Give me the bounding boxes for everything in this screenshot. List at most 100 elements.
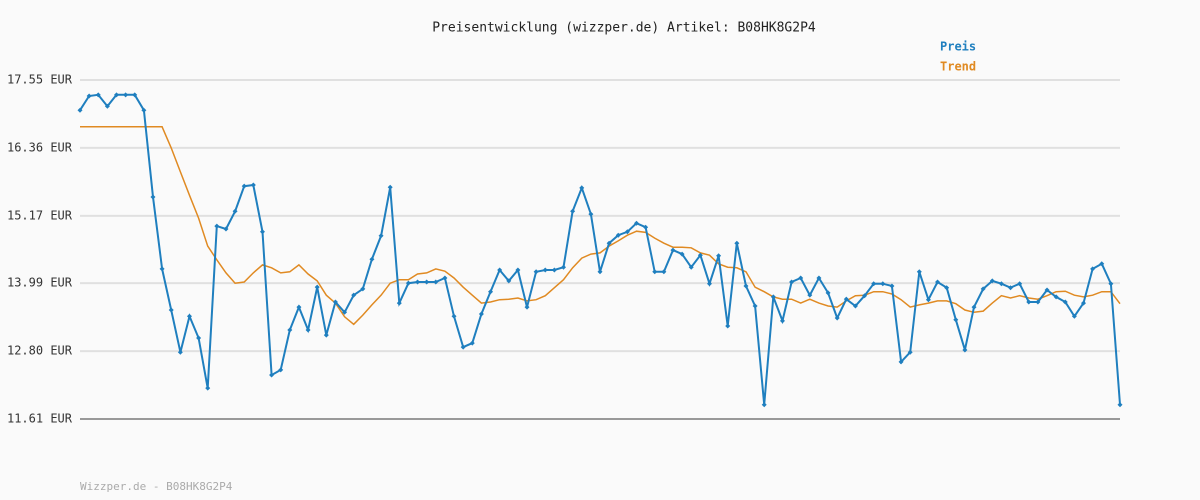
y-tick-label: 11.61 EUR bbox=[7, 412, 73, 426]
footer: Wizzper.de - B08HK8G2P4 bbox=[80, 480, 233, 493]
point bbox=[889, 283, 895, 289]
point bbox=[725, 323, 731, 329]
point bbox=[579, 185, 585, 191]
point bbox=[141, 107, 147, 113]
point bbox=[633, 220, 639, 226]
point bbox=[551, 267, 557, 273]
point bbox=[351, 292, 357, 298]
point bbox=[935, 279, 941, 285]
point bbox=[278, 367, 284, 373]
point bbox=[615, 232, 621, 238]
point bbox=[205, 385, 211, 391]
point bbox=[871, 281, 877, 287]
point bbox=[469, 340, 475, 346]
point bbox=[1053, 294, 1059, 300]
point bbox=[980, 286, 986, 292]
point bbox=[843, 296, 849, 302]
point bbox=[150, 194, 156, 200]
point bbox=[1090, 266, 1096, 272]
point bbox=[123, 92, 129, 98]
point bbox=[515, 267, 521, 273]
point bbox=[761, 402, 767, 408]
point bbox=[624, 229, 630, 235]
point bbox=[1062, 299, 1068, 305]
point bbox=[862, 293, 868, 299]
point bbox=[597, 269, 603, 275]
point bbox=[1035, 299, 1041, 305]
point bbox=[561, 264, 567, 270]
point bbox=[506, 278, 512, 284]
point bbox=[387, 184, 393, 190]
point bbox=[1099, 261, 1105, 267]
point bbox=[1071, 313, 1077, 319]
point bbox=[305, 327, 311, 333]
point bbox=[369, 256, 375, 262]
point bbox=[113, 92, 119, 98]
point bbox=[269, 372, 275, 378]
point bbox=[606, 240, 612, 246]
point bbox=[533, 269, 539, 275]
point bbox=[424, 279, 430, 285]
point bbox=[497, 267, 503, 273]
point bbox=[196, 335, 202, 341]
point bbox=[661, 269, 667, 275]
point bbox=[989, 278, 995, 284]
point bbox=[323, 332, 329, 338]
point bbox=[679, 251, 685, 257]
legend-entry: Preis bbox=[940, 40, 976, 54]
point bbox=[944, 285, 950, 291]
point bbox=[360, 286, 366, 292]
point bbox=[898, 359, 904, 365]
point bbox=[834, 315, 840, 321]
point bbox=[670, 247, 676, 253]
point bbox=[971, 304, 977, 310]
point bbox=[734, 240, 740, 246]
point bbox=[807, 292, 813, 298]
point bbox=[1117, 402, 1123, 408]
point bbox=[953, 317, 959, 323]
point bbox=[186, 313, 192, 319]
point bbox=[442, 275, 448, 281]
point bbox=[816, 275, 822, 281]
point bbox=[706, 281, 712, 287]
point bbox=[743, 283, 749, 289]
point bbox=[77, 107, 83, 113]
point bbox=[95, 92, 101, 98]
point bbox=[1108, 281, 1114, 287]
point bbox=[396, 300, 402, 306]
point bbox=[478, 311, 484, 317]
point bbox=[716, 253, 722, 259]
point bbox=[296, 304, 302, 310]
y-tick-label: 13.99 EUR bbox=[7, 276, 73, 290]
point bbox=[214, 223, 220, 229]
point bbox=[223, 226, 229, 232]
point bbox=[998, 281, 1004, 287]
point bbox=[332, 299, 338, 305]
point bbox=[916, 269, 922, 275]
chart-title: Preisentwicklung (wizzper.de) Artikel: B… bbox=[432, 21, 816, 36]
point bbox=[1017, 281, 1023, 287]
point bbox=[405, 280, 411, 286]
point bbox=[488, 289, 494, 295]
point bbox=[104, 103, 110, 109]
point bbox=[962, 347, 968, 353]
point bbox=[314, 284, 320, 290]
point bbox=[652, 269, 658, 275]
point bbox=[1026, 299, 1032, 305]
point bbox=[697, 252, 703, 258]
point bbox=[250, 182, 256, 188]
point bbox=[798, 275, 804, 281]
point bbox=[770, 294, 776, 300]
point bbox=[159, 266, 165, 272]
point bbox=[460, 344, 466, 350]
point bbox=[880, 281, 886, 287]
point bbox=[168, 307, 174, 313]
point bbox=[643, 224, 649, 230]
point bbox=[542, 267, 548, 273]
point bbox=[342, 309, 348, 315]
point bbox=[907, 349, 913, 355]
point bbox=[415, 279, 421, 285]
legend-entry: Trend bbox=[940, 60, 976, 74]
point bbox=[1044, 287, 1050, 293]
